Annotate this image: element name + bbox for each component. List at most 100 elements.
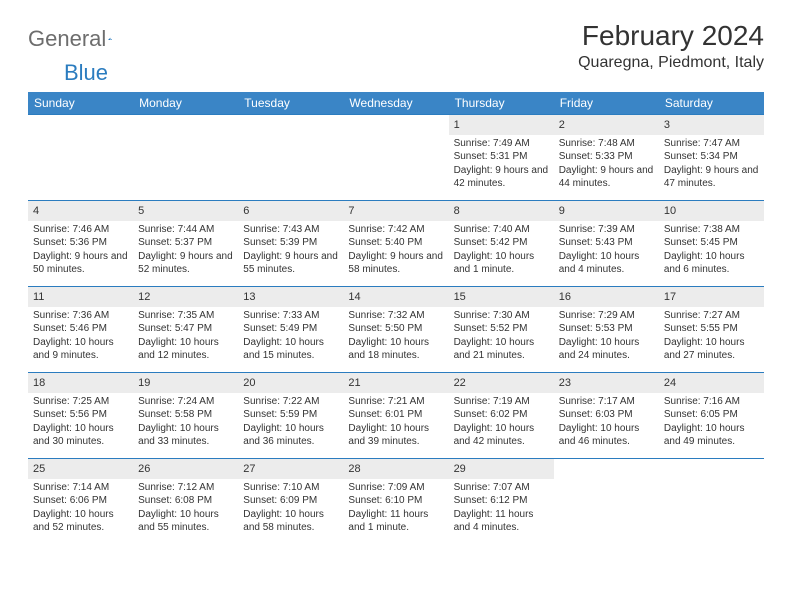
day-header: Thursday	[449, 92, 554, 115]
logo-triangle-icon	[108, 31, 112, 47]
sunrise-text: Sunrise: 7:47 AM	[664, 137, 759, 151]
calendar-cell: 14Sunrise: 7:32 AMSunset: 5:50 PMDayligh…	[343, 287, 448, 373]
calendar-cell: 12Sunrise: 7:35 AMSunset: 5:47 PMDayligh…	[133, 287, 238, 373]
calendar-cell	[659, 459, 764, 545]
sunset-text: Sunset: 6:08 PM	[138, 494, 233, 508]
day-number: 18	[28, 373, 133, 393]
day-number: 20	[238, 373, 343, 393]
day-number: 17	[659, 287, 764, 307]
sunrise-text: Sunrise: 7:43 AM	[243, 223, 338, 237]
day-number: 22	[449, 373, 554, 393]
calendar-cell	[554, 459, 659, 545]
calendar-week-row: 1Sunrise: 7:49 AMSunset: 5:31 PMDaylight…	[28, 115, 764, 201]
calendar-cell	[343, 115, 448, 201]
daylight-text: Daylight: 10 hours and 49 minutes.	[664, 422, 759, 449]
day-number: 4	[28, 201, 133, 221]
day-header: Saturday	[659, 92, 764, 115]
day-number: 9	[554, 201, 659, 221]
daylight-text: Daylight: 10 hours and 36 minutes.	[243, 422, 338, 449]
sunset-text: Sunset: 5:52 PM	[454, 322, 549, 336]
daylight-text: Daylight: 11 hours and 1 minute.	[348, 508, 443, 535]
day-number: 13	[238, 287, 343, 307]
day-number: 29	[449, 459, 554, 479]
day-number: 5	[133, 201, 238, 221]
calendar-cell: 29 Sunrise: 7:07 AMSunset: 6:12 PMDayligh…	[449, 459, 554, 545]
sunrise-text: Sunrise: 7:19 AM	[454, 395, 549, 409]
logo-text-blue: Blue	[64, 60, 108, 86]
sunset-text: Sunset: 6:05 PM	[664, 408, 759, 422]
calendar-cell	[133, 115, 238, 201]
sunrise-text: Sunrise: 7:35 AM	[138, 309, 233, 323]
daylight-text: Daylight: 10 hours and 9 minutes.	[33, 336, 128, 363]
sunrise-text: Sunrise: 7:17 AM	[559, 395, 654, 409]
day-number: 2	[554, 115, 659, 135]
calendar-cell: 6Sunrise: 7:43 AMSunset: 5:39 PMDaylight…	[238, 201, 343, 287]
calendar-cell: 16Sunrise: 7:29 AMSunset: 5:53 PMDayligh…	[554, 287, 659, 373]
calendar-cell: 18 Sunrise: 7:25 AMSunset: 5:56 PMDayligh…	[28, 373, 133, 459]
calendar-week-row: 25Sunrise: 7:14 AMSunset: 6:06 PMDayligh…	[28, 459, 764, 545]
sunset-text: Sunset: 5:59 PM	[243, 408, 338, 422]
sunrise-text: Sunrise: 7:48 AM	[559, 137, 654, 151]
calendar-table: SundayMondayTuesdayWednesdayThursdayFrid…	[28, 92, 764, 545]
daylight-text: Daylight: 10 hours and 21 minutes.	[454, 336, 549, 363]
day-number: 3	[659, 115, 764, 135]
daylight-text: Daylight: 9 hours and 52 minutes.	[138, 250, 233, 277]
sunset-text: Sunset: 5:42 PM	[454, 236, 549, 250]
calendar-cell: 10Sunrise: 7:38 AMSunset: 5:45 PMDayligh…	[659, 201, 764, 287]
sunset-text: Sunset: 5:55 PM	[664, 322, 759, 336]
sunset-text: Sunset: 6:02 PM	[454, 408, 549, 422]
sunset-text: Sunset: 5:31 PM	[454, 150, 549, 164]
day-number: 26	[133, 459, 238, 479]
day-number: 27	[238, 459, 343, 479]
daylight-text: Daylight: 11 hours and 4 minutes.	[454, 508, 549, 535]
sunset-text: Sunset: 5:37 PM	[138, 236, 233, 250]
sunset-text: Sunset: 6:12 PM	[454, 494, 549, 508]
daylight-text: Daylight: 10 hours and 24 minutes.	[559, 336, 654, 363]
daylight-text: Daylight: 10 hours and 42 minutes.	[454, 422, 549, 449]
logo: General	[28, 26, 132, 52]
day-number: 23	[554, 373, 659, 393]
day-number: 15	[449, 287, 554, 307]
sunrise-text: Sunrise: 7:21 AM	[348, 395, 443, 409]
sunset-text: Sunset: 5:33 PM	[559, 150, 654, 164]
calendar-cell: 2Sunrise: 7:48 AMSunset: 5:33 PMDaylight…	[554, 115, 659, 201]
sunrise-text: Sunrise: 7:49 AM	[454, 137, 549, 151]
calendar-cell: 28Sunrise: 7:09 AMSunset: 6:10 PMDayligh…	[343, 459, 448, 545]
calendar-cell: 17Sunrise: 7:27 AMSunset: 5:55 PMDayligh…	[659, 287, 764, 373]
day-number: 8	[449, 201, 554, 221]
day-number: 12	[133, 287, 238, 307]
sunset-text: Sunset: 5:58 PM	[138, 408, 233, 422]
day-header: Sunday	[28, 92, 133, 115]
daylight-text: Daylight: 10 hours and 6 minutes.	[664, 250, 759, 277]
sunset-text: Sunset: 5:49 PM	[243, 322, 338, 336]
sunrise-text: Sunrise: 7:29 AM	[559, 309, 654, 323]
calendar-week-row: 11Sunrise: 7:36 AMSunset: 5:46 PMDayligh…	[28, 287, 764, 373]
title-block: February 2024 Quaregna, Piedmont, Italy	[578, 20, 764, 72]
calendar-cell: 21Sunrise: 7:21 AMSunset: 6:01 PMDayligh…	[343, 373, 448, 459]
sunrise-text: Sunrise: 7:25 AM	[33, 395, 128, 409]
calendar-cell	[28, 115, 133, 201]
calendar-cell: 26Sunrise: 7:12 AMSunset: 6:08 PMDayligh…	[133, 459, 238, 545]
calendar-cell: 19Sunrise: 7:24 AMSunset: 5:58 PMDayligh…	[133, 373, 238, 459]
sunrise-text: Sunrise: 7:44 AM	[138, 223, 233, 237]
day-header-row: SundayMondayTuesdayWednesdayThursdayFrid…	[28, 92, 764, 115]
daylight-text: Daylight: 10 hours and 1 minute.	[454, 250, 549, 277]
day-header: Wednesday	[343, 92, 448, 115]
day-number: 21	[343, 373, 448, 393]
calendar-cell: 8Sunrise: 7:40 AMSunset: 5:42 PMDaylight…	[449, 201, 554, 287]
sunset-text: Sunset: 5:53 PM	[559, 322, 654, 336]
sunrise-text: Sunrise: 7:24 AM	[138, 395, 233, 409]
sunset-text: Sunset: 5:56 PM	[33, 408, 128, 422]
daylight-text: Daylight: 10 hours and 4 minutes.	[559, 250, 654, 277]
day-number: 1	[449, 115, 554, 135]
calendar-cell: 20Sunrise: 7:22 AMSunset: 5:59 PMDayligh…	[238, 373, 343, 459]
sunset-text: Sunset: 5:46 PM	[33, 322, 128, 336]
sunset-text: Sunset: 5:47 PM	[138, 322, 233, 336]
daylight-text: Daylight: 10 hours and 33 minutes.	[138, 422, 233, 449]
logo-text-general: General	[28, 26, 106, 52]
calendar-cell: 9Sunrise: 7:39 AMSunset: 5:43 PMDaylight…	[554, 201, 659, 287]
sunrise-text: Sunrise: 7:12 AM	[138, 481, 233, 495]
daylight-text: Daylight: 10 hours and 30 minutes.	[33, 422, 128, 449]
sunrise-text: Sunrise: 7:07 AM	[454, 481, 549, 495]
calendar-cell: 4Sunrise: 7:46 AMSunset: 5:36 PMDaylight…	[28, 201, 133, 287]
